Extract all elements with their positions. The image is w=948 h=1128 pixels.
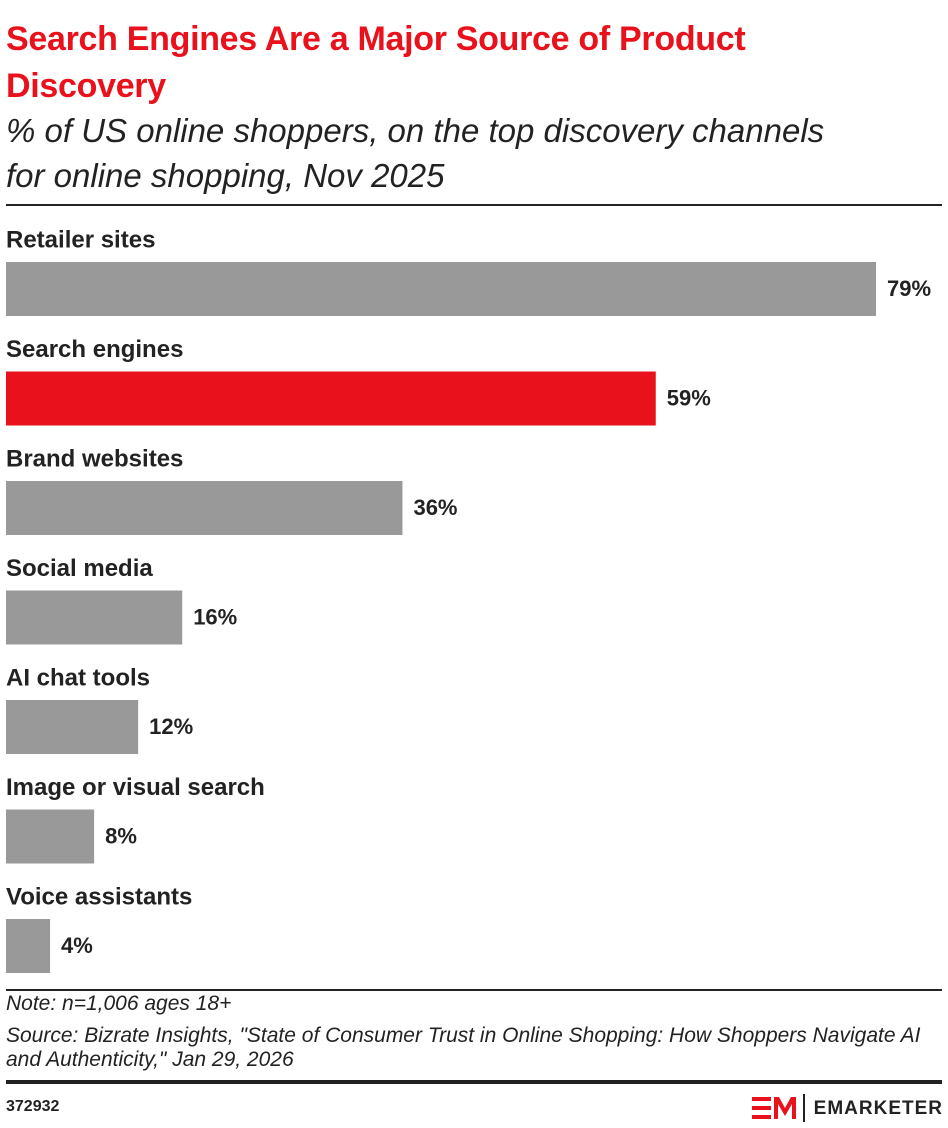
bar <box>6 809 95 864</box>
value-label: 4% <box>61 933 93 958</box>
bar <box>6 481 403 535</box>
value-label: 12% <box>149 714 193 739</box>
bar <box>6 590 183 645</box>
category-label: Brand websites <box>6 445 183 472</box>
category-label: Retailer sites <box>6 226 155 253</box>
bar <box>6 262 876 316</box>
bar <box>6 700 139 754</box>
logo: EMARKETER <box>752 1094 943 1122</box>
category-label: Social media <box>6 555 153 582</box>
logo-mark <box>752 1097 771 1101</box>
chart-subtitle: % of US online shoppers, on the top disc… <box>6 112 825 194</box>
note: Note: n=1,006 ages 18+ <box>6 992 232 1015</box>
value-label: 59% <box>667 385 711 410</box>
bar <box>6 919 51 973</box>
value-label: 16% <box>193 604 237 629</box>
bar <box>6 371 656 426</box>
chart-id: 372932 <box>6 1098 60 1115</box>
logo-mark <box>774 1097 796 1119</box>
value-label: 36% <box>413 495 457 520</box>
value-label: 8% <box>105 823 137 848</box>
category-label: AI chat tools <box>6 664 150 691</box>
logo-mark <box>752 1106 771 1110</box>
chart-title: Search Engines Are a Major Source of Pro… <box>6 20 746 105</box>
category-label: Voice assistants <box>6 883 192 910</box>
value-label: 79% <box>887 276 931 301</box>
category-label: Image or visual search <box>6 774 265 801</box>
category-label: Search engines <box>6 336 183 363</box>
brand-name: EMARKETER <box>814 1098 943 1119</box>
source: Source: Bizrate Insights, "State of Cons… <box>6 1024 921 1071</box>
logo-mark <box>752 1115 771 1119</box>
